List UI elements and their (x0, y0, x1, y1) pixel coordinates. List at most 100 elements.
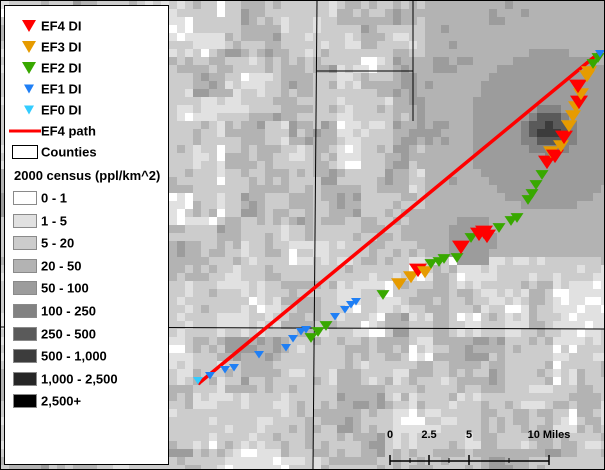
damage-indicator-triangle[interactable] (403, 271, 419, 284)
legend-item-path: EF4 path (5, 121, 170, 141)
damage-indicator-triangle[interactable] (417, 266, 433, 279)
legend-label: EF3 DI (41, 39, 82, 55)
damage-indicator-triangle[interactable] (595, 50, 604, 58)
legend-item-ef4: EF4 DI (5, 16, 170, 36)
damage-indicator-triangle[interactable] (205, 372, 215, 380)
legend-label: Counties (41, 144, 97, 160)
legend-label: 50 - 100 (41, 280, 89, 296)
triangle-down-icon (24, 84, 34, 94)
census-swatch (13, 258, 37, 273)
damage-indicator-triangle[interactable] (301, 326, 311, 334)
damage-indicator-triangle[interactable] (319, 321, 333, 331)
damage-indicator-triangle[interactable] (281, 344, 291, 352)
legend-label: 1 - 5 (41, 213, 68, 229)
damage-indicator-triangle[interactable] (229, 364, 239, 372)
census-swatch (13, 371, 37, 386)
damage-indicator-triangle[interactable] (510, 213, 524, 223)
legend-census-title: 2000 census (ppl/km^2) (14, 168, 161, 183)
damage-indicator-triangle[interactable] (452, 240, 470, 255)
triangle-down-icon (24, 105, 34, 115)
damage-indicator-triangle[interactable] (565, 110, 581, 123)
census-swatch (13, 236, 37, 251)
scale-label-2-5: 2.5 (421, 429, 437, 441)
damage-indicator-triangle[interactable] (391, 278, 407, 291)
legend-census-class: 1 - 5 (5, 211, 170, 231)
damage-indicator-triangle[interactable] (288, 335, 298, 343)
damage-indicator-triangle[interactable] (581, 66, 597, 79)
damage-indicator-triangle[interactable] (311, 327, 325, 337)
legend-census-class: 0 - 1 (5, 188, 170, 208)
census-swatch (13, 304, 37, 318)
scale-bar: 0 2.5 5 10 Miles (371, 429, 591, 469)
legend-label: EF4 path (41, 123, 96, 139)
damage-indicator-triangle[interactable] (546, 149, 564, 164)
damage-indicator-triangle[interactable] (492, 223, 506, 233)
legend-census-class: 1,000 - 2,500 (5, 369, 170, 389)
damage-indicator-triangle[interactable] (569, 79, 587, 94)
damage-indicator-triangle[interactable] (464, 233, 478, 243)
damage-indicator-triangle[interactable] (478, 229, 496, 244)
legend-label: 1,000 - 2,500 (41, 371, 118, 387)
damage-indicator-triangle[interactable] (586, 59, 600, 69)
legend-label: 100 - 250 (41, 303, 96, 319)
damage-indicator-triangle[interactable] (346, 301, 356, 309)
damage-indicator-triangle[interactable] (437, 254, 451, 264)
damage-indicator-triangle[interactable] (220, 366, 230, 374)
damage-indicator-triangle[interactable] (529, 180, 543, 190)
legend-label: 2,500+ (41, 393, 82, 409)
legend-item-counties: Counties (5, 142, 170, 162)
damage-indicator-triangle[interactable] (340, 306, 350, 314)
census-swatch (13, 213, 37, 228)
map-legend: EF4 DI EF3 DI EF2 DI EF1 DI EF0 DI EF4 path Co… (4, 5, 169, 465)
legend-label: 20 - 50 (41, 258, 82, 274)
legend-census-class: 5 - 20 (5, 233, 170, 253)
damage-indicator-triangle[interactable] (535, 170, 549, 180)
triangle-down-icon (22, 41, 36, 53)
legend-item-ef3: EF3 DI (5, 37, 170, 57)
damage-indicator-triangle[interactable] (193, 377, 203, 385)
scale-label-5: 5 (465, 429, 473, 441)
legend-census-class: 500 - 1,000 (5, 346, 170, 366)
census-swatch (13, 191, 37, 205)
legend-census-class: 20 - 50 (5, 256, 170, 276)
legend-label: 0 - 1 (41, 190, 68, 206)
red-line-icon (9, 129, 41, 133)
damage-indicator-triangle[interactable] (525, 189, 539, 199)
legend-label: 250 - 500 (41, 326, 96, 342)
scale-bar-ticks (389, 455, 550, 465)
triangle-down-icon (22, 62, 36, 74)
legend-label: 5 - 20 (41, 235, 75, 251)
damage-indicator-triangle[interactable] (330, 313, 340, 321)
damage-indicator-triangle[interactable] (555, 130, 573, 145)
damage-indicator-triangle[interactable] (424, 259, 438, 269)
damage-indicator-triangle[interactable] (304, 333, 318, 343)
census-swatch (13, 281, 37, 296)
damage-indicator-triangle[interactable] (296, 328, 306, 336)
damage-indicator-triangle[interactable] (450, 253, 464, 263)
damage-indicator-triangle[interactable] (351, 298, 361, 306)
legend-label: EF4 DI (41, 18, 82, 34)
legend-item-ef1: EF1 DI (5, 79, 170, 99)
damage-indicator-triangle[interactable] (254, 351, 264, 359)
legend-census-class: 2,500+ (5, 391, 170, 411)
legend-label: EF2 DI (41, 60, 82, 76)
legend-label: EF1 DI (41, 81, 82, 97)
damage-indicator-triangle[interactable] (570, 95, 588, 110)
scale-label-10-miles: 10 Miles (527, 429, 571, 441)
legend-label: 500 - 1,000 (41, 348, 107, 364)
damage-indicator-triangle[interactable] (553, 140, 569, 153)
legend-census-class: 100 - 250 (5, 301, 170, 321)
legend-item-ef0: EF0 DI (5, 100, 170, 120)
damage-indicator-triangle[interactable] (376, 290, 390, 300)
legend-label: EF0 DI (41, 102, 82, 118)
legend-item-ef2: EF2 DI (5, 58, 170, 78)
legend-census-class: 250 - 500 (5, 324, 170, 344)
scale-label-0: 0 (386, 429, 394, 441)
damage-indicator-triangle[interactable] (561, 120, 577, 133)
census-swatch (13, 349, 37, 364)
census-swatch (13, 326, 37, 341)
census-swatch (13, 394, 37, 409)
damage-indicator-triangle[interactable] (538, 155, 556, 170)
county-outline-icon (12, 145, 38, 159)
